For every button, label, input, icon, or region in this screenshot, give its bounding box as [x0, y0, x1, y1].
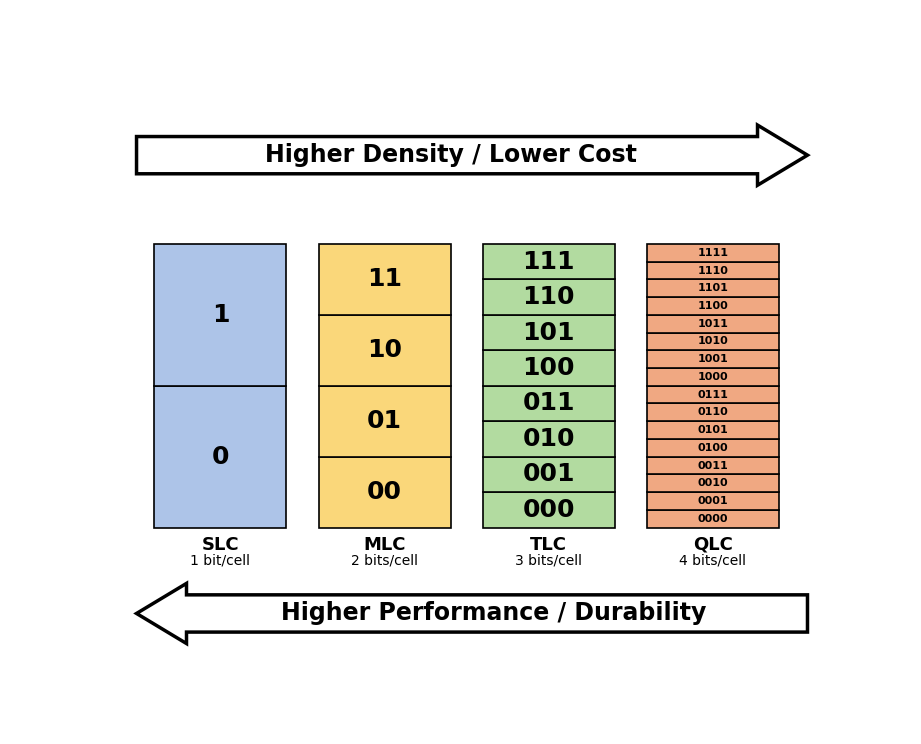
Text: 000: 000 — [522, 498, 575, 522]
Bar — [155, 244, 286, 385]
Text: 1100: 1100 — [697, 301, 729, 311]
Text: 0001: 0001 — [697, 496, 729, 506]
Text: 1111: 1111 — [697, 248, 729, 258]
Bar — [647, 368, 779, 385]
Bar — [647, 297, 779, 315]
Text: 2 bits/cell: 2 bits/cell — [351, 554, 418, 567]
Text: 0: 0 — [212, 445, 229, 469]
Bar — [647, 457, 779, 475]
Bar — [483, 244, 615, 280]
Text: 011: 011 — [522, 391, 575, 415]
Bar — [483, 280, 615, 315]
Text: MLC: MLC — [363, 536, 406, 554]
Bar — [319, 244, 450, 315]
Text: 110: 110 — [522, 285, 575, 309]
Text: 0110: 0110 — [697, 407, 729, 417]
Bar — [647, 333, 779, 350]
Text: 1110: 1110 — [697, 266, 729, 275]
Text: 4 bits/cell: 4 bits/cell — [680, 554, 746, 567]
Bar — [483, 350, 615, 385]
Text: 0101: 0101 — [697, 425, 729, 435]
Text: 010: 010 — [522, 427, 575, 451]
Text: Higher Density / Lower Cost: Higher Density / Lower Cost — [264, 143, 636, 167]
Bar — [647, 475, 779, 492]
Bar — [647, 492, 779, 510]
Bar — [647, 421, 779, 439]
Bar — [155, 385, 286, 527]
Text: 1000: 1000 — [697, 372, 729, 382]
Polygon shape — [136, 583, 808, 644]
Text: 0100: 0100 — [697, 443, 729, 453]
Bar — [483, 385, 615, 421]
Bar — [483, 421, 615, 457]
Bar — [319, 457, 450, 527]
Bar — [647, 439, 779, 457]
Bar — [319, 315, 450, 385]
Bar — [647, 280, 779, 297]
Text: 100: 100 — [522, 356, 575, 380]
Bar — [483, 315, 615, 350]
Text: 3 bits/cell: 3 bits/cell — [515, 554, 582, 567]
Text: 00: 00 — [367, 480, 402, 504]
Bar — [483, 457, 615, 492]
Text: 0111: 0111 — [697, 390, 729, 400]
Text: 0000: 0000 — [698, 513, 729, 524]
Text: 11: 11 — [367, 267, 402, 292]
Text: 101: 101 — [522, 321, 575, 344]
Text: 1010: 1010 — [697, 336, 729, 347]
Bar — [647, 262, 779, 280]
Bar — [647, 244, 779, 262]
Text: 0010: 0010 — [697, 478, 729, 488]
Text: QLC: QLC — [693, 536, 733, 554]
Text: 1001: 1001 — [697, 354, 729, 364]
Bar — [647, 350, 779, 368]
Polygon shape — [136, 125, 808, 185]
Bar — [647, 385, 779, 403]
Text: 1101: 1101 — [697, 283, 729, 293]
Text: 1 bit/cell: 1 bit/cell — [191, 554, 251, 567]
Text: Higher Performance / Durability: Higher Performance / Durability — [281, 601, 706, 626]
Bar — [647, 510, 779, 527]
Text: 1011: 1011 — [697, 318, 729, 329]
Text: 001: 001 — [522, 462, 575, 487]
Text: 1: 1 — [212, 303, 229, 327]
Bar — [319, 385, 450, 457]
Text: 0011: 0011 — [697, 461, 729, 470]
Text: 111: 111 — [522, 250, 575, 274]
Bar — [647, 403, 779, 421]
Bar — [647, 315, 779, 333]
Bar — [483, 492, 615, 527]
Text: 10: 10 — [367, 339, 402, 362]
Text: TLC: TLC — [530, 536, 567, 554]
Text: SLC: SLC — [202, 536, 239, 554]
Text: 01: 01 — [367, 409, 402, 433]
